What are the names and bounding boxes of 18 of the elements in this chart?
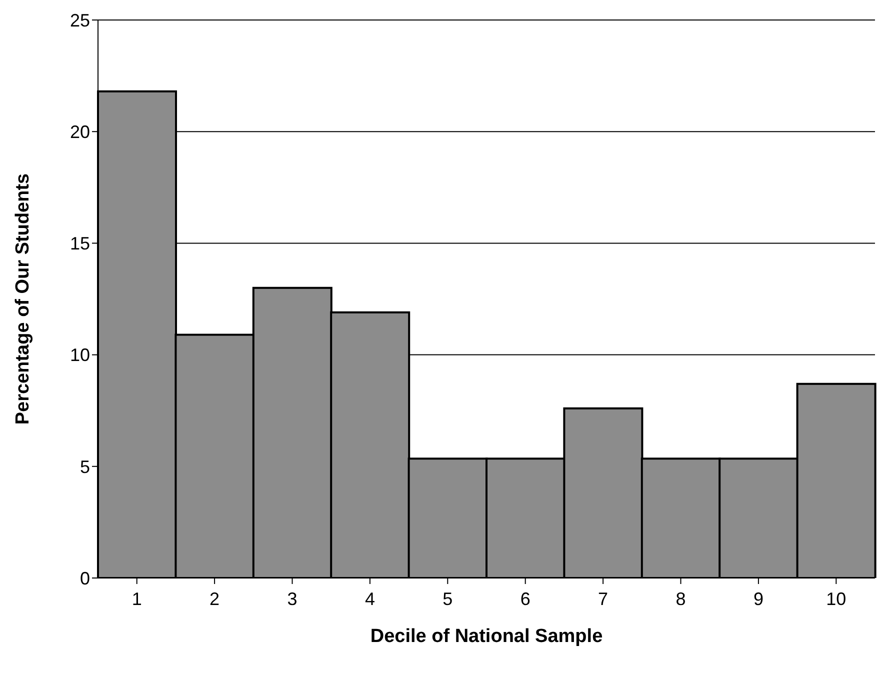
y-axis-title: Percentage of Our Students [12, 173, 34, 425]
x-tick-label: 6 [520, 588, 530, 609]
y-tick-label: 10 [70, 345, 90, 366]
y-tick-label: 0 [80, 568, 90, 588]
x-tick-label: 10 [826, 588, 846, 609]
x-tick-label: 1 [132, 588, 142, 609]
y-tick-label: 15 [70, 234, 90, 254]
x-axis-title: Decile of National Sample [370, 626, 603, 647]
x-tick-label: 2 [210, 588, 220, 609]
x-tick-label: 8 [676, 588, 686, 609]
x-tick-label: 9 [753, 588, 764, 609]
x-tick-label: 4 [364, 588, 375, 609]
y-tick-label: 20 [70, 122, 90, 142]
y-tick-label: 25 [70, 10, 90, 30]
y-tick-label: 5 [80, 456, 90, 477]
x-tick-label: 7 [598, 588, 608, 609]
x-tick-label: 3 [287, 588, 298, 609]
x-tick-label: 5 [442, 588, 453, 609]
